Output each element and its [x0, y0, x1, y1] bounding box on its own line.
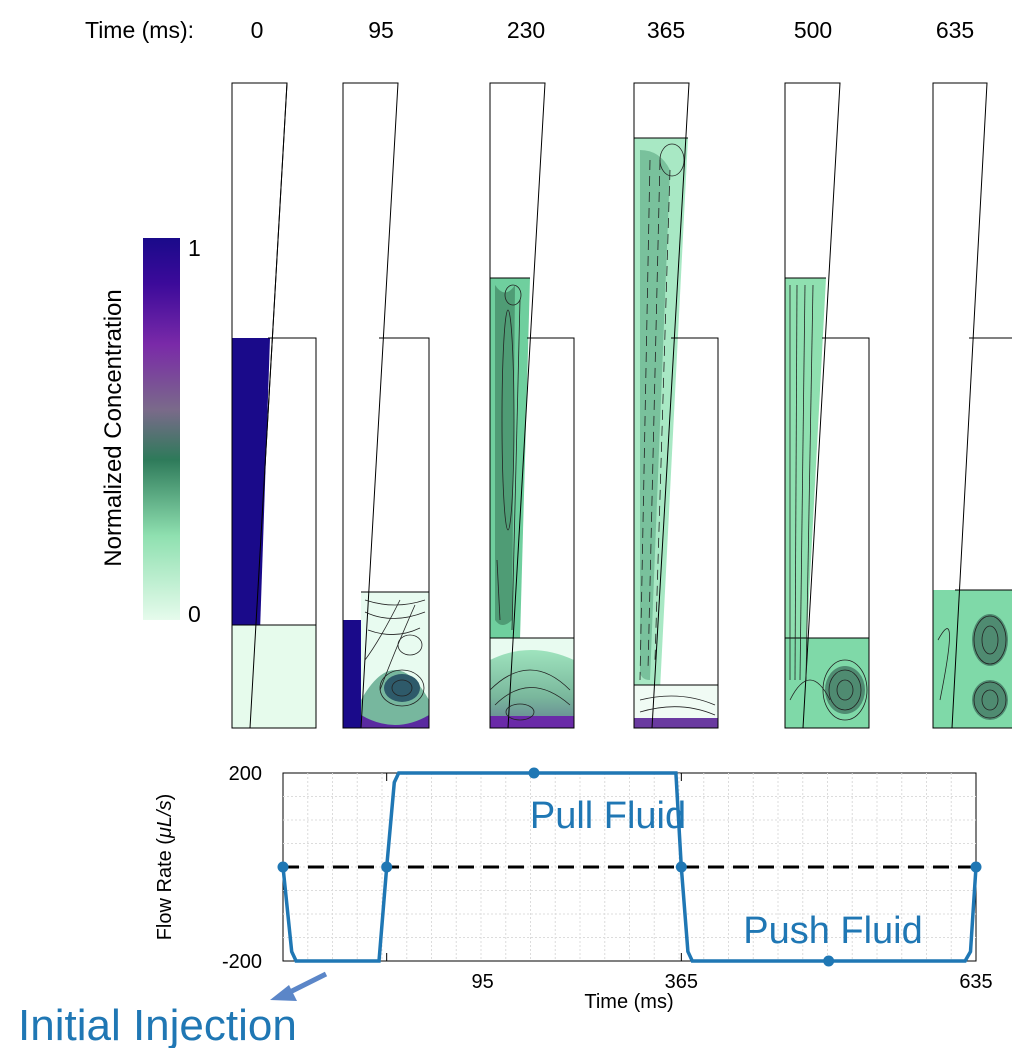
colorbar-gradient — [143, 238, 180, 620]
time-prefix: Time (ms): — [85, 17, 194, 43]
series-marker — [675, 861, 687, 873]
series-marker — [970, 861, 982, 873]
annotation-pull-fluid: Pull Fluid — [530, 795, 686, 837]
series-marker — [381, 861, 393, 873]
panel-t365 — [633, 82, 719, 729]
colorbar-min-label: 0 — [188, 601, 201, 627]
series-marker — [823, 955, 835, 967]
x-axis-label: Time (ms) — [584, 991, 673, 1013]
x-tick-label: 635 — [959, 971, 992, 993]
y-tick-label: -200 — [222, 951, 262, 973]
colorbar-max-label: 1 — [188, 235, 201, 261]
series-markers — [277, 767, 982, 967]
annotation-push-fluid: Push Fluid — [743, 910, 923, 952]
x-tick-label: 95 — [472, 971, 494, 993]
flow-rate-chart: 95 365 635 -200 200 Pull Fluid Push Fluid Ti… — [154, 763, 993, 1013]
colorbar: 1 0 Normalized Concentration — [100, 235, 201, 627]
time-label-95: 95 — [368, 17, 394, 43]
panel-t95 — [342, 82, 430, 729]
series-marker — [528, 767, 540, 779]
time-label-635: 635 — [936, 17, 974, 43]
time-label-230: 230 — [507, 17, 545, 43]
high-concentration-fill — [232, 338, 270, 690]
series-marker — [277, 861, 289, 873]
time-label-0: 0 — [251, 17, 264, 43]
chart-grid — [283, 773, 976, 961]
axis-ticks: 95 365 635 -200 200 — [222, 763, 993, 993]
panel-t0 — [231, 82, 317, 729]
annotation-arrow-head — [270, 985, 297, 1001]
colorbar-label: Normalized Concentration — [100, 289, 127, 566]
time-label-500: 500 — [794, 17, 832, 43]
y-tick-label: 200 — [229, 763, 262, 785]
panel-t500 — [784, 82, 870, 729]
low-concentration-fill — [232, 625, 316, 728]
panel-t635 — [932, 82, 1012, 729]
time-header: Time (ms): 0 95 230 365 500 635 — [85, 17, 974, 43]
initial-injection-label: Initial Injection — [18, 1001, 297, 1048]
y-axis-label: Flow Rate (μL/s) — [154, 794, 176, 941]
time-label-365: 365 — [647, 17, 685, 43]
initial-injection-annotation: Initial Injection — [18, 971, 328, 1048]
x-tick-label: 365 — [665, 971, 698, 993]
annotation-arrow-shaft — [286, 971, 328, 996]
panel-t230 — [489, 82, 575, 729]
